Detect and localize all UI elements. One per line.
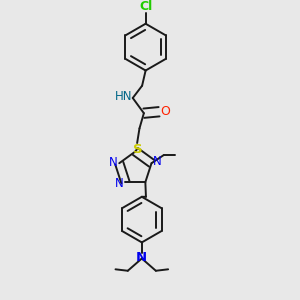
Text: N: N <box>115 176 124 190</box>
Text: N: N <box>109 156 118 169</box>
Text: N: N <box>136 251 147 264</box>
Text: Cl: Cl <box>139 0 152 13</box>
Text: HN: HN <box>115 90 133 103</box>
Text: S: S <box>133 143 142 156</box>
Text: N: N <box>153 155 162 168</box>
Text: O: O <box>160 105 170 118</box>
